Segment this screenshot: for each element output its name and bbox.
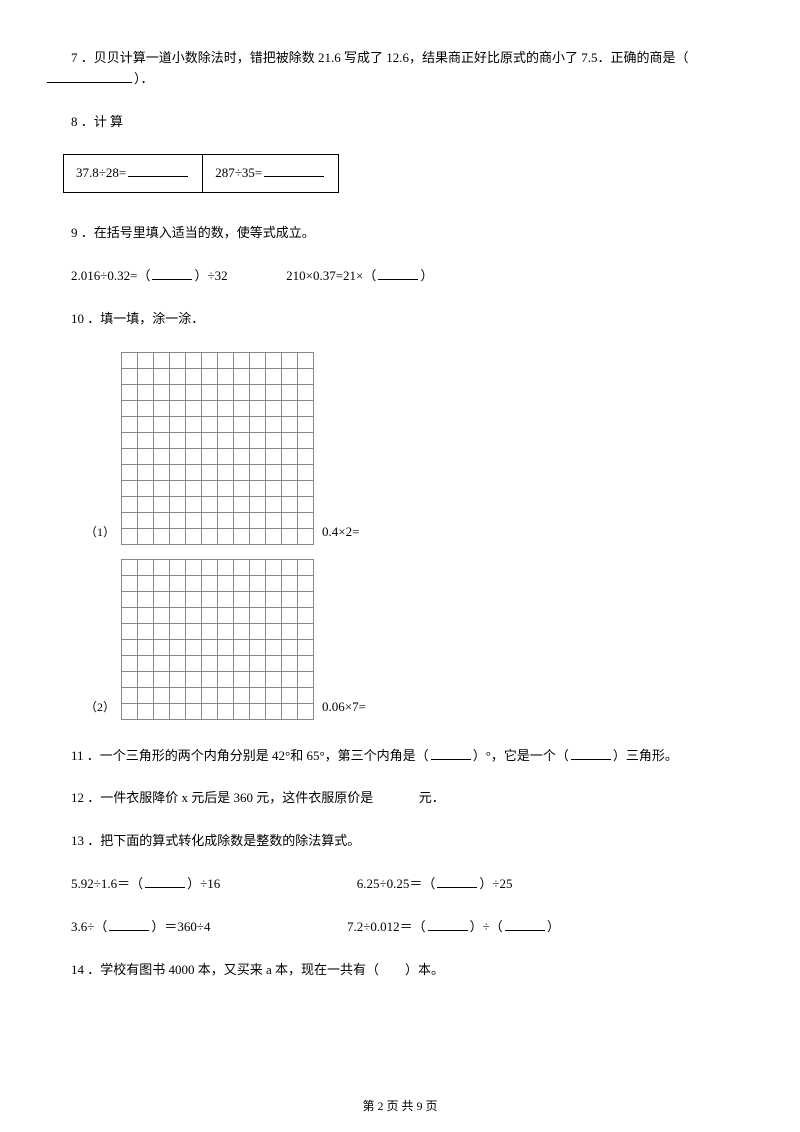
page-footer: 第 2 页 共 9 页 — [0, 1097, 800, 1114]
q13-r1b-blank[interactable] — [437, 875, 477, 888]
q10-grid1-block: （1） 0.4×2= — [85, 352, 755, 545]
question-8-title: 8 ．计 算 — [45, 112, 755, 133]
q8-cell2-blank[interactable] — [264, 164, 324, 177]
q13-r1a-blank[interactable] — [145, 875, 185, 888]
q9-a: 2.016÷0.32=（ — [71, 268, 150, 283]
q9-b: ）÷32 — [194, 268, 227, 283]
q13-r2a-post: ）＝360÷4 — [151, 919, 210, 934]
q10-g2-label: （2） — [85, 698, 115, 719]
q7-num: 7 — [71, 50, 78, 65]
q13-r2b-pre: 7.2÷0.012＝（ — [347, 919, 426, 934]
q9-c: 210×0.37=21×（ — [286, 268, 376, 283]
q9-text: ．在括号里填入适当的数，使等式成立。 — [81, 225, 315, 240]
q10-g2-after: 0.06×7= — [322, 697, 366, 720]
q9-d: ） — [420, 268, 433, 283]
question-9-title: 9 ．在括号里填入适当的数，使等式成立。 — [45, 223, 755, 244]
q13-text: ．把下面的算式转化成除数是整数的除法算式。 — [87, 833, 360, 848]
q11-num: 11 — [71, 748, 84, 763]
q11-c: ）三角形。 — [613, 748, 678, 763]
q11-blank1[interactable] — [431, 747, 471, 760]
q14-num: 14 — [71, 962, 84, 977]
q7-after: ）． — [134, 71, 154, 86]
q13-r2b-post: ） — [547, 919, 560, 934]
q9-blank1[interactable] — [152, 267, 192, 280]
q7-blank[interactable] — [47, 70, 132, 83]
q12-num: 12 — [71, 790, 84, 805]
q13-r2a-pre: 3.6÷（ — [71, 919, 107, 934]
q13-r1b-pre: 6.25÷0.25＝（ — [357, 876, 436, 891]
q13-r1a-post: ）÷16 — [187, 876, 220, 891]
question-9-line: 2.016÷0.32=（ ）÷32 210×0.37=21×（ ） — [45, 266, 755, 287]
q8-cell1: 37.8÷28= — [64, 155, 203, 193]
q12-b: 元． — [419, 790, 445, 805]
q11-blank2[interactable] — [571, 747, 611, 760]
q13-r1a-pre: 5.92÷1.6＝（ — [71, 876, 143, 891]
q9-num: 9 — [71, 225, 78, 240]
q10-grid2-block: （2） 0.06×7= — [85, 559, 755, 720]
q10-num: 10 — [71, 311, 84, 326]
q14-a: ．学校有图书 4000 本，又买来 a 本，现在一共有（ ）本。 — [87, 962, 444, 977]
q9-blank2[interactable] — [378, 267, 418, 280]
q10-grid2[interactable] — [121, 559, 314, 720]
q7-before: ．贝贝计算一道小数除法时，错把被除数 21.6 写成了 12.6，结果商正好比原… — [81, 50, 689, 65]
question-13-title: 13 ．把下面的算式转化成除数是整数的除法算式。 — [45, 831, 755, 852]
question-12: 12 ．一件衣服降价 x 元后是 360 元，这件衣服原价是 元． — [45, 788, 755, 809]
q13-r1b-post: ）÷25 — [479, 876, 512, 891]
q8-cell1-text: 37.8÷28= — [76, 165, 126, 180]
q8-cell1-blank[interactable] — [128, 164, 188, 177]
q13-r2b-mid: ）÷（ — [470, 919, 503, 934]
q8-cell2-text: 287÷35= — [215, 165, 262, 180]
question-14: 14 ．学校有图书 4000 本，又买来 a 本，现在一共有（ ）本。 — [45, 960, 755, 981]
q11-a: ．一个三角形的两个内角分别是 42°和 65°，第三个内角是（ — [87, 748, 429, 763]
q10-g1-after: 0.4×2= — [322, 522, 359, 545]
question-13-row1: 5.92÷1.6＝（ ）÷16 6.25÷0.25＝（ ）÷25 — [45, 874, 755, 895]
q13-r2a-blank[interactable] — [109, 918, 149, 931]
q10-grid1[interactable] — [121, 352, 314, 545]
q13-num: 13 — [71, 833, 84, 848]
q11-b: ）°，它是一个（ — [473, 748, 569, 763]
q13-r2b-blank1[interactable] — [428, 918, 468, 931]
question-13-row2: 3.6÷（ ）＝360÷4 7.2÷0.012＝（ ）÷（ ） — [45, 917, 755, 938]
question-11: 11 ．一个三角形的两个内角分别是 42°和 65°，第三个内角是（ ）°，它是一… — [45, 746, 755, 767]
q10-g1-label: （1） — [85, 523, 115, 544]
q8-num: 8 — [71, 114, 78, 129]
q8-text: ．计 算 — [81, 114, 123, 129]
q8-cell2: 287÷35= — [203, 155, 339, 193]
q10-text: ．填一填，涂一涂． — [87, 311, 204, 326]
question-7: 7 ．贝贝计算一道小数除法时，错把被除数 21.6 写成了 12.6，结果商正好… — [45, 48, 755, 90]
q13-r2b-blank2[interactable] — [505, 918, 545, 931]
q12-a: ．一件衣服降价 x 元后是 360 元，这件衣服原价是 — [87, 790, 373, 805]
question-10-title: 10 ．填一填，涂一涂． — [45, 309, 755, 330]
q8-table: 37.8÷28= 287÷35= — [63, 154, 339, 193]
